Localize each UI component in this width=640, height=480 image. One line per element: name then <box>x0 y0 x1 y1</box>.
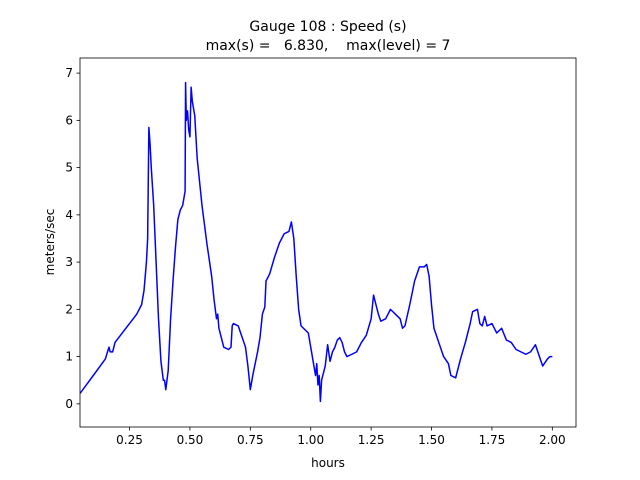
x-tick-label: 1.75 <box>479 433 506 447</box>
y-axis-label: meters/sec <box>43 209 57 276</box>
x-tick-label: 1.25 <box>358 433 385 447</box>
y-tick-label: 4 <box>65 208 73 222</box>
axes-frame <box>79 57 577 428</box>
y-tick-label: 5 <box>65 161 73 175</box>
x-axis-label: hours <box>311 456 345 470</box>
x-tick-label: 2.00 <box>539 433 566 447</box>
x-tick-label: 0.75 <box>237 433 264 447</box>
y-tick-label: 3 <box>65 255 73 269</box>
y-tick-label: 6 <box>65 113 73 127</box>
x-tick-label: 0.25 <box>116 433 143 447</box>
y-tick-label: 0 <box>65 397 73 411</box>
y-tick-label: 1 <box>65 350 73 364</box>
x-tick-label: 1.50 <box>418 433 445 447</box>
x-tick-label: 0.50 <box>177 433 204 447</box>
x-tick-label: 1.00 <box>297 433 324 447</box>
chart-subtitle: max(s) = 6.830, max(level) = 7 <box>206 38 451 54</box>
y-tick-label: 7 <box>65 66 73 80</box>
data-line <box>80 81 553 403</box>
y-tick-label: 2 <box>65 302 73 316</box>
chart-title: Gauge 108 : Speed (s) <box>249 19 406 35</box>
